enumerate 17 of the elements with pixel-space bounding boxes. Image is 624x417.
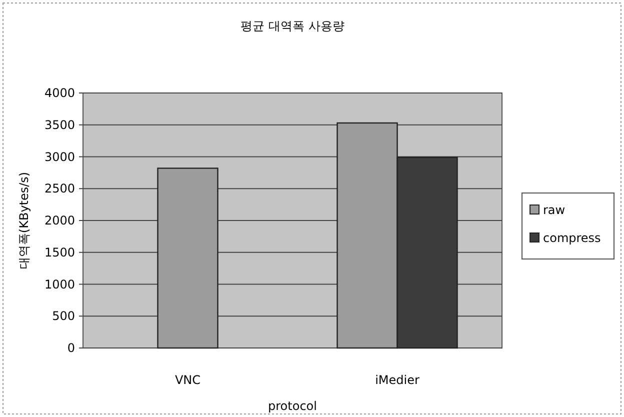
legend-label: compress xyxy=(543,231,601,245)
y-tick-label: 1000 xyxy=(44,277,75,292)
y-tick-label: 2000 xyxy=(44,214,75,228)
y-axis-title: 대역폭(KBytes/s) xyxy=(17,172,31,270)
y-tick-label: 3000 xyxy=(44,150,75,164)
legend-label: raw xyxy=(543,203,566,217)
bar xyxy=(157,168,218,349)
x-tick-label: VNC xyxy=(174,373,201,387)
y-tick-label: 1500 xyxy=(44,245,75,260)
chart-title: 평균 대역폭 사용량 xyxy=(240,19,344,33)
y-tick-label: 3500 xyxy=(44,118,75,132)
y-tick-label: 2500 xyxy=(44,182,75,196)
y-tick-label: 500 xyxy=(52,309,75,324)
y-tick-label: 0 xyxy=(67,341,75,355)
x-axis-title: protocol xyxy=(268,399,317,413)
y-tick-label: 4000 xyxy=(44,86,75,100)
x-tick-label: iMedier xyxy=(375,373,420,387)
